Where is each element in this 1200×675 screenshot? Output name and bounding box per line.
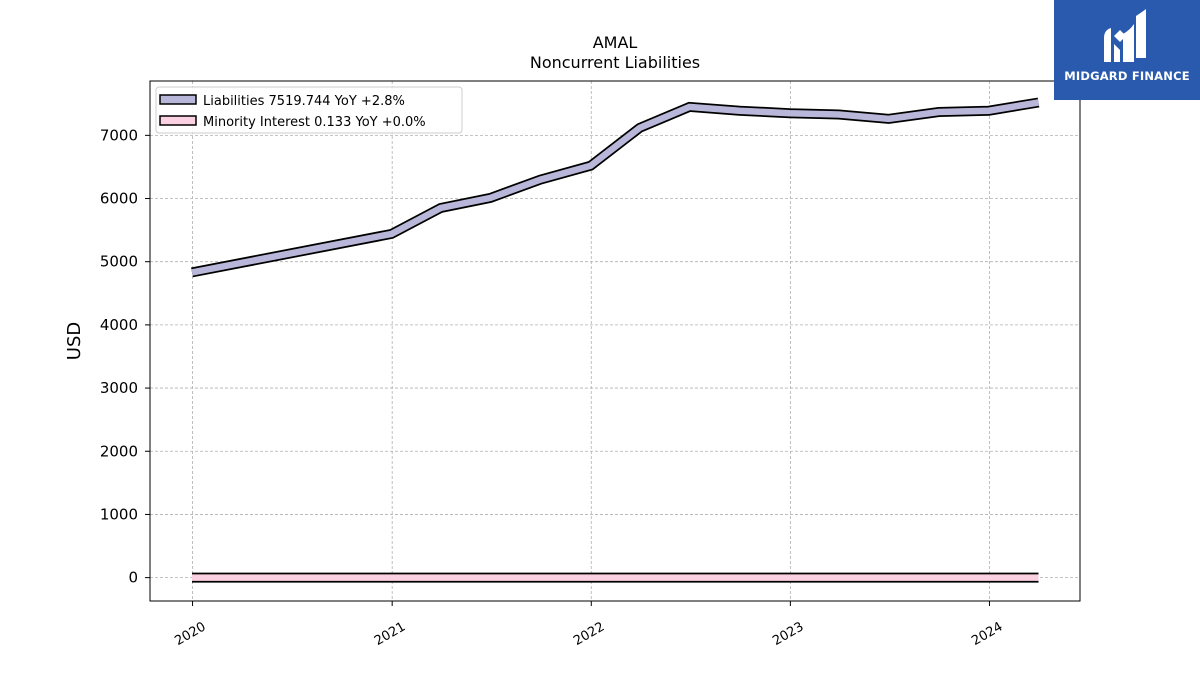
chart-title: AMAL (593, 33, 638, 52)
logo-mark-icon (1104, 9, 1146, 62)
plot-frame (149, 80, 1081, 602)
x-tick-label: 2021 (372, 619, 408, 649)
axes: 0 1000 2000 3000 4000 5000 6000 7000 2020 2021 202… (100, 126, 1006, 649)
x-tick-label: 2023 (770, 619, 806, 649)
series-layer (191, 97, 1040, 583)
logo-text: MIDGARD FINANCE (1064, 69, 1190, 83)
y-tick-label: 4000 (100, 316, 138, 334)
legend-label-minority-interest: Minority Interest 0.133 YoY +0.0% (203, 115, 426, 130)
y-tick-label: 5000 (100, 253, 138, 271)
y-tick-label: 0 (128, 569, 138, 587)
legend-box (155, 86, 463, 134)
y-tick-label: 6000 (100, 190, 138, 208)
y-tick-label: 7000 (100, 126, 138, 144)
y-tick-label: 1000 (100, 505, 138, 523)
y-tick-label: 2000 (100, 442, 138, 460)
chart-subtitle: Noncurrent Liabilities (530, 53, 700, 72)
legend-swatch-minority-interest (159, 115, 197, 126)
legend-swatch-liabilities (159, 94, 197, 105)
y-axis-label: USD (64, 322, 85, 360)
grid (150, 81, 1080, 601)
y-tick-label: 3000 (100, 379, 138, 397)
x-tick-label: 2022 (571, 619, 607, 649)
series-line (191, 99, 1040, 276)
brand-logo: MIDGARD FINANCE (1054, 0, 1200, 100)
legend-label-liabilities: Liabilities 7519.744 YoY +2.8% (203, 94, 405, 109)
series-liabilities (191, 97, 1040, 278)
x-tick-label: 2024 (969, 619, 1005, 649)
legend: Liabilities 7519.744 YoY +2.8% Minority … (155, 86, 463, 134)
x-tick-label: 2020 (172, 619, 208, 649)
